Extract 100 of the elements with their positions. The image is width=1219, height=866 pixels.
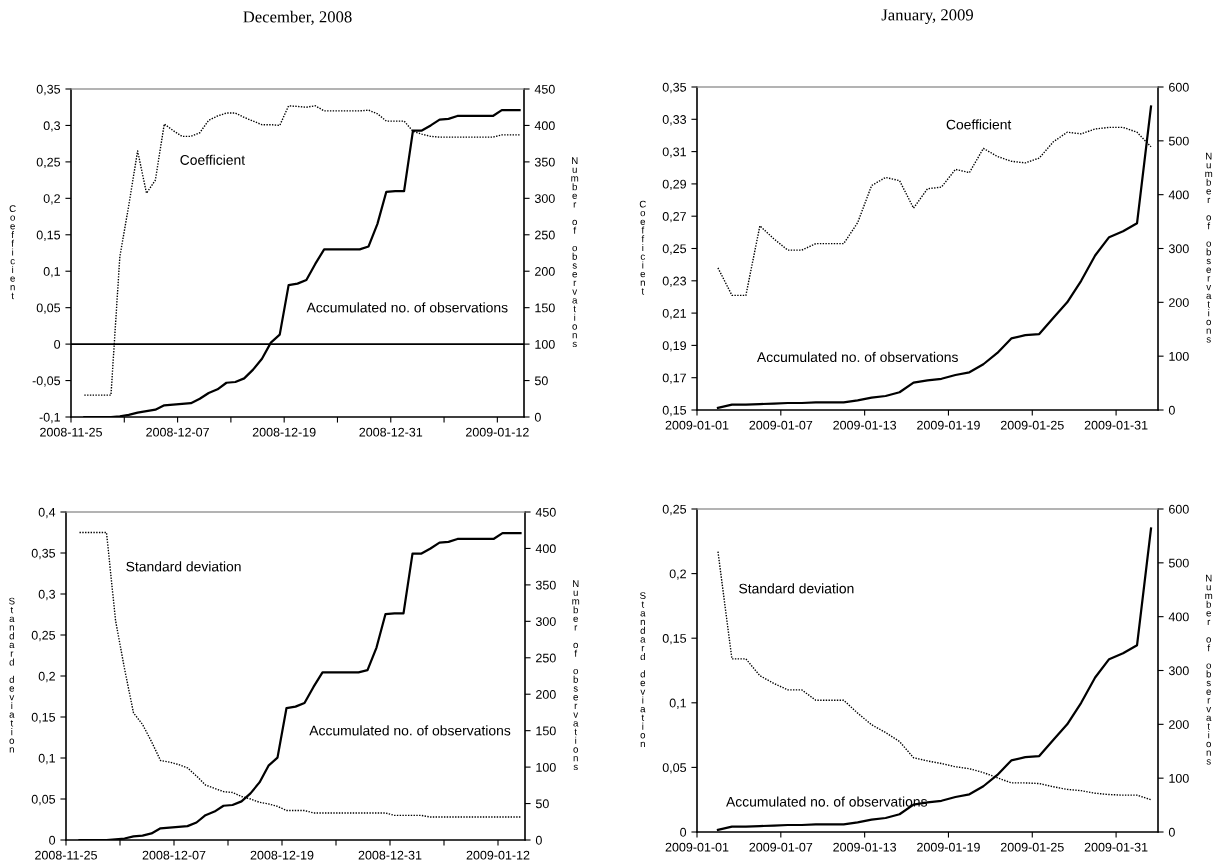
- y-tick-label: 0,05: [31, 794, 56, 806]
- y-tick-label: 0,35: [36, 84, 61, 96]
- y-tick-label: 0: [54, 339, 61, 349]
- text: Number of observations: [1205, 152, 1213, 343]
- x-tick-label: 2009-01-25: [1000, 842, 1064, 852]
- y2-tick-label: 0: [1168, 827, 1175, 837]
- x-tick-label: 2008-12-07: [142, 850, 206, 860]
- y-tick-label: 0: [680, 827, 687, 837]
- y-tick-label: 0,25: [36, 157, 61, 169]
- y2-tick-label: 450: [535, 507, 556, 517]
- y-tick-label: 0,3: [38, 589, 56, 601]
- text: Coefficient: [639, 200, 646, 295]
- y-tick-label: 0,23: [662, 276, 687, 287]
- y-tick-label: 0,15: [662, 405, 687, 417]
- y-tick-label: 0,25: [662, 504, 687, 516]
- y-tick-label: 0,4: [38, 507, 56, 519]
- y-tick-label: 0: [49, 835, 56, 845]
- series-label: Standard deviation: [739, 583, 854, 594]
- x-tick-label: 2009-01-13: [833, 420, 897, 430]
- x-tick-label: 2009-01-25: [1000, 420, 1064, 430]
- y2-tick-label: 0: [535, 835, 542, 845]
- text: Coefficient: [9, 205, 16, 300]
- x-tick-label: 2009-01-13: [833, 842, 897, 852]
- y2-tick-label: 50: [535, 799, 549, 809]
- series-label: Accumulated no. of observations: [309, 725, 511, 736]
- y2-tick-label: 100: [1169, 773, 1189, 783]
- y2-tick-label: 300: [535, 617, 556, 626]
- y2-tick-label: 100: [1169, 351, 1189, 361]
- y-tick-label: -0,05: [32, 376, 61, 387]
- series-label: Accumulated no. of observations: [756, 351, 958, 363]
- y-tick-label: 0,31: [662, 147, 686, 158]
- y2-tick-label: 350: [535, 580, 556, 590]
- x-tick-label: 2008-12-31: [358, 850, 422, 860]
- y2-tick-label: 400: [534, 121, 555, 131]
- series-label: Standard deviation: [126, 561, 241, 572]
- y2-tick-label: 250: [536, 653, 556, 663]
- x-tick-label: 2009-01-01: [665, 842, 729, 852]
- y-tick-label: 0,25: [31, 630, 56, 642]
- y-tick-label: 0,1: [38, 753, 55, 765]
- y2-tick-label: 150: [535, 303, 555, 313]
- x-tick-label: 2008-11-25: [35, 850, 97, 860]
- text: Number of observations: [1205, 574, 1213, 765]
- x-tick-label: 2009-01-12: [466, 850, 530, 860]
- y2-tick-label: 450: [534, 84, 555, 94]
- y2-tick-label: 200: [536, 690, 556, 699]
- chart-title: January, 2009: [881, 9, 974, 24]
- y2-tick-label: 200: [535, 267, 555, 276]
- text: Number of observations: [572, 580, 580, 771]
- series-label: Accumulated no. of observations: [306, 302, 508, 313]
- x-tick-label: 2009-01-01: [665, 420, 729, 430]
- y2-tick-label: 250: [535, 230, 555, 240]
- y-tick-label: 0,35: [662, 82, 687, 94]
- y-tick-label: 0,33: [662, 115, 687, 126]
- y-tick-label: 0,2: [38, 671, 55, 683]
- y2-tick-label: 500: [1168, 136, 1189, 146]
- x-tick-label: 2009-01-12: [466, 427, 529, 437]
- y-tick-label: 0,21: [662, 308, 686, 320]
- y2-tick-label: 0: [534, 412, 541, 422]
- y2-tick-label: 400: [1168, 190, 1189, 200]
- y2-tick-label: 500: [1168, 558, 1189, 568]
- y-tick-label: 0,2: [43, 194, 60, 205]
- y2-tick-label: 300: [1168, 244, 1189, 254]
- x-tick-label: 2008-12-31: [359, 427, 423, 437]
- y-tick-label: -0,1: [39, 412, 60, 424]
- y2-tick-label: 600: [1169, 82, 1189, 92]
- x-tick-label: 2009-01-07: [749, 420, 813, 430]
- series-label: Accumulated no. of observations: [726, 796, 928, 807]
- y2-tick-label: 300: [1168, 666, 1189, 676]
- y-tick-label: 0,15: [662, 634, 687, 645]
- y-tick-label: 0,27: [662, 212, 686, 223]
- y2-tick-label: 350: [534, 157, 555, 167]
- series-label: Coefficient: [180, 154, 245, 165]
- y2-tick-label: 200: [1169, 720, 1189, 729]
- y2-tick-label: 600: [1169, 504, 1189, 514]
- series-label: Coefficient: [946, 119, 1012, 130]
- x-tick-label: 2008-12-19: [250, 850, 314, 860]
- x-tick-label: 2009-01-19: [917, 842, 980, 852]
- x-tick-label: 2009-01-31: [1084, 420, 1148, 430]
- y-tick-label: 0,15: [36, 230, 61, 241]
- y2-tick-label: 300: [534, 194, 555, 203]
- y-tick-label: 0,1: [43, 267, 60, 278]
- y-tick-label: 0,3: [43, 121, 61, 132]
- x-tick-label: 2009-01-07: [749, 842, 813, 852]
- y2-tick-label: 100: [535, 339, 555, 349]
- x-tick-label: 2008-11-25: [40, 427, 102, 437]
- y2-tick-label: 100: [536, 762, 556, 772]
- y2-tick-label: 200: [1169, 298, 1189, 307]
- x-tick-label: 2009-01-19: [917, 420, 980, 430]
- text: Standard deviation: [640, 592, 646, 748]
- y-tick-label: 0,05: [36, 303, 61, 314]
- y-tick-label: 0,15: [31, 712, 56, 724]
- chart-title: December, 2008: [243, 10, 352, 25]
- y2-tick-label: 400: [1168, 612, 1189, 622]
- y2-tick-label: 50: [534, 376, 548, 386]
- x-tick-label: 2008-12-07: [146, 427, 209, 437]
- y-tick-label: 0,35: [31, 548, 56, 560]
- text: Number of observations: [571, 157, 579, 348]
- y-tick-label: 0,29: [662, 179, 686, 191]
- y2-tick-label: 0: [1168, 405, 1175, 415]
- text: Standard deviation: [9, 597, 15, 753]
